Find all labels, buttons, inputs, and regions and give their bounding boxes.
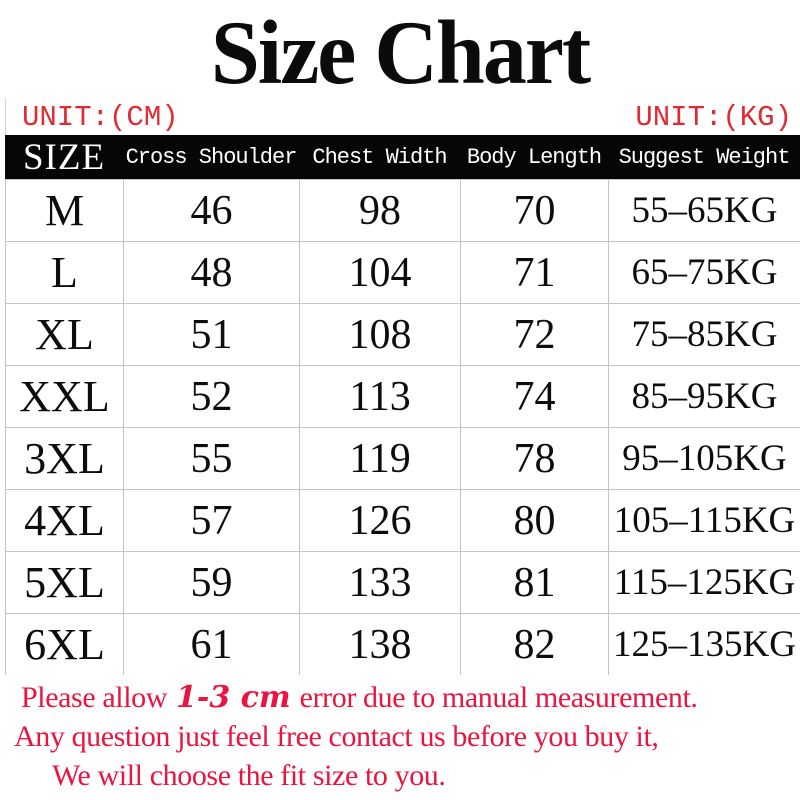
size-table: M 46 98 70 55–65KG L 48 104 71 65–75KG X… xyxy=(5,179,800,675)
suggest-weight-cell: 95–105KG xyxy=(608,427,800,490)
body-length-cell: 70 xyxy=(460,179,609,242)
size-cell: 6XL xyxy=(5,613,124,675)
header-cell-cross-shoulder: Cross Shoulder xyxy=(125,144,298,170)
table-row-l: L 48 104 71 65–75KG xyxy=(5,241,800,304)
size-cell: M xyxy=(5,179,124,242)
body-length-cell: 81 xyxy=(460,551,609,614)
size-cell: L xyxy=(5,241,124,304)
header-cell-size: SIZE xyxy=(22,136,106,178)
table-row-5xl: 5XL 59 133 81 115–125KG xyxy=(5,551,800,614)
body-length-cell: 78 xyxy=(460,427,609,490)
unit-kg-label: UNIT:(KG) xyxy=(635,101,792,134)
cross-shoulder-cell: 59 xyxy=(123,551,300,614)
table-row-xl: XL 51 108 72 75–85KG xyxy=(5,303,800,366)
suggest-weight-cell: 85–95KG xyxy=(608,365,800,428)
chest-width-cell: 98 xyxy=(299,179,461,242)
header-cell-suggest-weight: Suggest Weight xyxy=(618,144,791,170)
cross-shoulder-cell: 51 xyxy=(123,303,300,366)
chest-width-cell: 113 xyxy=(299,365,461,428)
chest-width-cell: 104 xyxy=(299,241,461,304)
cross-shoulder-cell: 46 xyxy=(123,179,300,242)
size-cell: 3XL xyxy=(5,427,124,490)
footer-note-measurement-prefix: Please allow xyxy=(21,681,167,714)
body-length-cell: 82 xyxy=(460,613,609,675)
header-cell-chest-width: Chest Width xyxy=(312,144,447,170)
suggest-weight-cell: 115–125KG xyxy=(608,551,800,614)
size-cell: XXL xyxy=(5,365,124,428)
footer-note-measurement: Please allow 1-3 cm error due to manual me… xyxy=(0,678,800,717)
cross-shoulder-cell: 52 xyxy=(123,365,300,428)
body-length-cell: 71 xyxy=(460,241,609,304)
header-cell-body-length: Body Length xyxy=(466,144,602,170)
suggest-weight-cell: 55–65KG xyxy=(608,179,800,242)
suggest-weight-cell: 125–135KG xyxy=(608,613,800,675)
chest-width-cell: 126 xyxy=(299,489,461,552)
table-row-xxl: XXL 52 113 74 85–95KG xyxy=(5,365,800,428)
table-row-3xl: 3XL 55 119 78 95–105KG xyxy=(5,427,800,490)
unit-row: UNIT:(CM) UNIT:(KG) xyxy=(5,98,800,135)
body-length-cell: 72 xyxy=(460,303,609,366)
chest-width-cell: 119 xyxy=(299,427,461,490)
cross-shoulder-cell: 55 xyxy=(123,427,300,490)
cross-shoulder-cell: 48 xyxy=(123,241,300,304)
table-row-m: M 46 98 70 55–65KG xyxy=(5,179,800,242)
body-length-cell: 80 xyxy=(460,489,609,552)
cross-shoulder-cell: 61 xyxy=(123,613,300,675)
chest-width-cell: 108 xyxy=(299,303,461,366)
footer-note-measurement-suffix: error due to manual measurement. xyxy=(299,681,698,714)
size-cell: XL xyxy=(5,303,124,366)
size-cell: 4XL xyxy=(5,489,124,552)
chest-width-cell: 138 xyxy=(299,613,461,675)
unit-cm-label: UNIT:(CM) xyxy=(22,101,179,134)
suggest-weight-cell: 75–85KG xyxy=(608,303,800,366)
suggest-weight-cell: 65–75KG xyxy=(608,241,800,304)
size-cell: 5XL xyxy=(5,551,124,614)
cross-shoulder-cell: 57 xyxy=(123,489,300,552)
table-row-4xl: 4XL 57 126 80 105–115KG xyxy=(5,489,800,552)
table-row-6xl: 6XL 61 138 82 125–135KG xyxy=(5,613,800,675)
suggest-weight-cell: 105–115KG xyxy=(608,489,800,552)
table-header-row: SIZE Cross Shoulder Chest Width Body Len… xyxy=(5,135,800,179)
body-length-cell: 74 xyxy=(460,365,609,428)
footer-note-fit-size: We will choose the fit size to you. xyxy=(52,759,446,792)
footer-note-error-range: 1-3 cm xyxy=(176,680,291,715)
footer-note-contact: Any question just feel free contact us b… xyxy=(14,720,659,753)
footer-notes: Please allow 1-3 cm error due to manual me… xyxy=(0,678,800,795)
page-title: Size Chart xyxy=(210,2,591,104)
chest-width-cell: 133 xyxy=(299,551,461,614)
